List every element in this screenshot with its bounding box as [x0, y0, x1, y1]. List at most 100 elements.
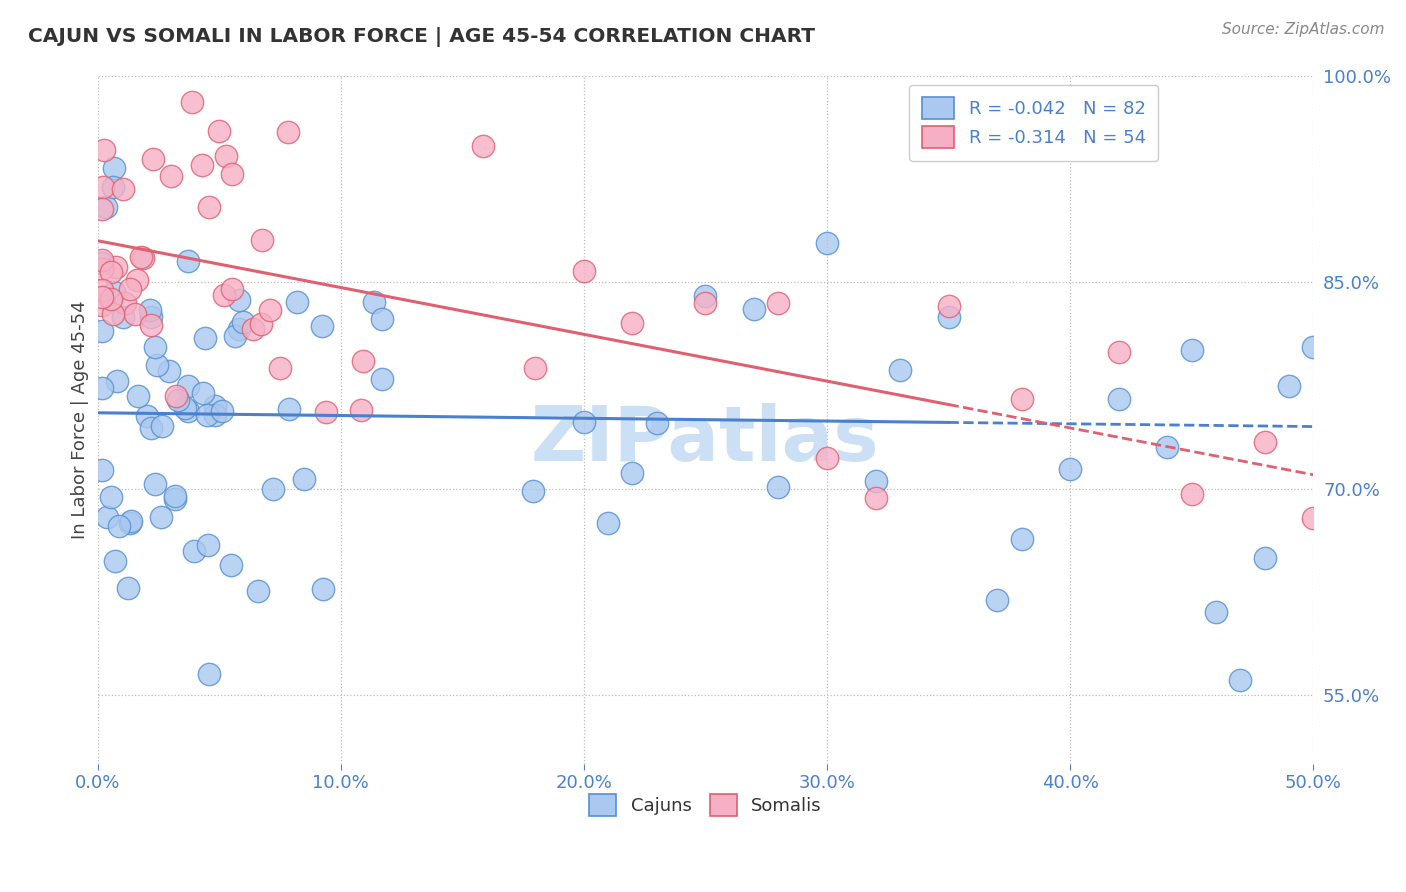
- Point: [198, 667, 221, 681]
- Point: [112, 182, 135, 196]
- Point: [197, 538, 219, 552]
- Point: [91, 262, 114, 277]
- Point: [695, 289, 717, 303]
- Point: [105, 374, 128, 388]
- Point: [145, 358, 167, 372]
- Point: [1302, 511, 1324, 525]
- Point: [621, 467, 644, 481]
- Point: [91, 324, 114, 338]
- Point: [91, 381, 114, 395]
- Point: [194, 331, 217, 345]
- Point: [524, 360, 547, 375]
- Point: [191, 385, 214, 400]
- Point: [938, 299, 960, 313]
- Point: [135, 409, 157, 423]
- Point: [572, 264, 595, 278]
- Point: [177, 379, 200, 393]
- Point: [118, 516, 141, 530]
- Point: [232, 315, 254, 329]
- Point: [269, 360, 291, 375]
- Point: [315, 405, 337, 419]
- Point: [768, 480, 790, 494]
- Point: [91, 180, 114, 194]
- Point: [143, 476, 166, 491]
- Point: [312, 582, 335, 597]
- Point: [522, 484, 544, 499]
- Point: [104, 553, 127, 567]
- Point: [118, 282, 141, 296]
- Point: [1205, 605, 1227, 619]
- Text: ZIPatlas: ZIPatlas: [531, 403, 880, 477]
- Point: [262, 483, 284, 497]
- Point: [165, 388, 187, 402]
- Point: [371, 311, 394, 326]
- Point: [572, 415, 595, 429]
- Point: [1253, 550, 1275, 565]
- Point: [198, 200, 221, 214]
- Point: [100, 491, 122, 505]
- Point: [120, 514, 142, 528]
- Y-axis label: In Labor Force | Age 45-54: In Labor Force | Age 45-54: [72, 301, 89, 539]
- Point: [103, 161, 125, 175]
- Point: [91, 256, 114, 270]
- Point: [768, 295, 790, 310]
- Point: [815, 451, 838, 466]
- Point: [621, 317, 644, 331]
- Point: [815, 235, 838, 250]
- Point: [117, 581, 139, 595]
- Point: [141, 421, 163, 435]
- Point: [259, 302, 281, 317]
- Point: [1108, 345, 1130, 359]
- Point: [1059, 462, 1081, 476]
- Point: [160, 169, 183, 183]
- Point: [124, 307, 146, 321]
- Point: [865, 475, 887, 489]
- Point: [219, 558, 242, 572]
- Point: [163, 489, 186, 503]
- Point: [103, 285, 125, 299]
- Point: [370, 371, 392, 385]
- Point: [285, 295, 308, 310]
- Point: [250, 233, 273, 247]
- Point: [157, 364, 180, 378]
- Point: [1229, 673, 1251, 687]
- Point: [91, 253, 114, 268]
- Point: [224, 329, 246, 343]
- Point: [221, 167, 243, 181]
- Point: [100, 292, 122, 306]
- Point: [93, 143, 115, 157]
- Point: [112, 310, 135, 324]
- Point: [101, 307, 124, 321]
- Point: [132, 252, 155, 266]
- Point: [207, 124, 229, 138]
- Point: [471, 139, 494, 153]
- Point: [695, 296, 717, 310]
- Point: [1011, 532, 1033, 546]
- Legend: Cajuns, Somalis: Cajuns, Somalis: [582, 787, 830, 823]
- Point: [150, 510, 173, 524]
- Point: [176, 254, 198, 268]
- Point: [292, 472, 315, 486]
- Text: CAJUN VS SOMALI IN LABOR FORCE | AGE 45-54 CORRELATION CHART: CAJUN VS SOMALI IN LABOR FORCE | AGE 45-…: [28, 27, 815, 46]
- Text: Source: ZipAtlas.com: Source: ZipAtlas.com: [1222, 22, 1385, 37]
- Point: [350, 402, 373, 417]
- Point: [204, 409, 226, 423]
- Point: [105, 260, 128, 275]
- Point: [177, 404, 200, 418]
- Point: [938, 310, 960, 325]
- Point: [214, 288, 236, 302]
- Point: [1181, 487, 1204, 501]
- Point: [211, 404, 233, 418]
- Point: [1278, 379, 1301, 393]
- Point: [865, 491, 887, 505]
- Point: [645, 416, 668, 430]
- Point: [250, 317, 273, 331]
- Point: [96, 509, 118, 524]
- Point: [91, 290, 114, 304]
- Point: [247, 584, 270, 599]
- Point: [127, 389, 149, 403]
- Point: [1181, 343, 1204, 357]
- Point: [190, 158, 212, 172]
- Point: [103, 179, 125, 194]
- Point: [91, 202, 114, 216]
